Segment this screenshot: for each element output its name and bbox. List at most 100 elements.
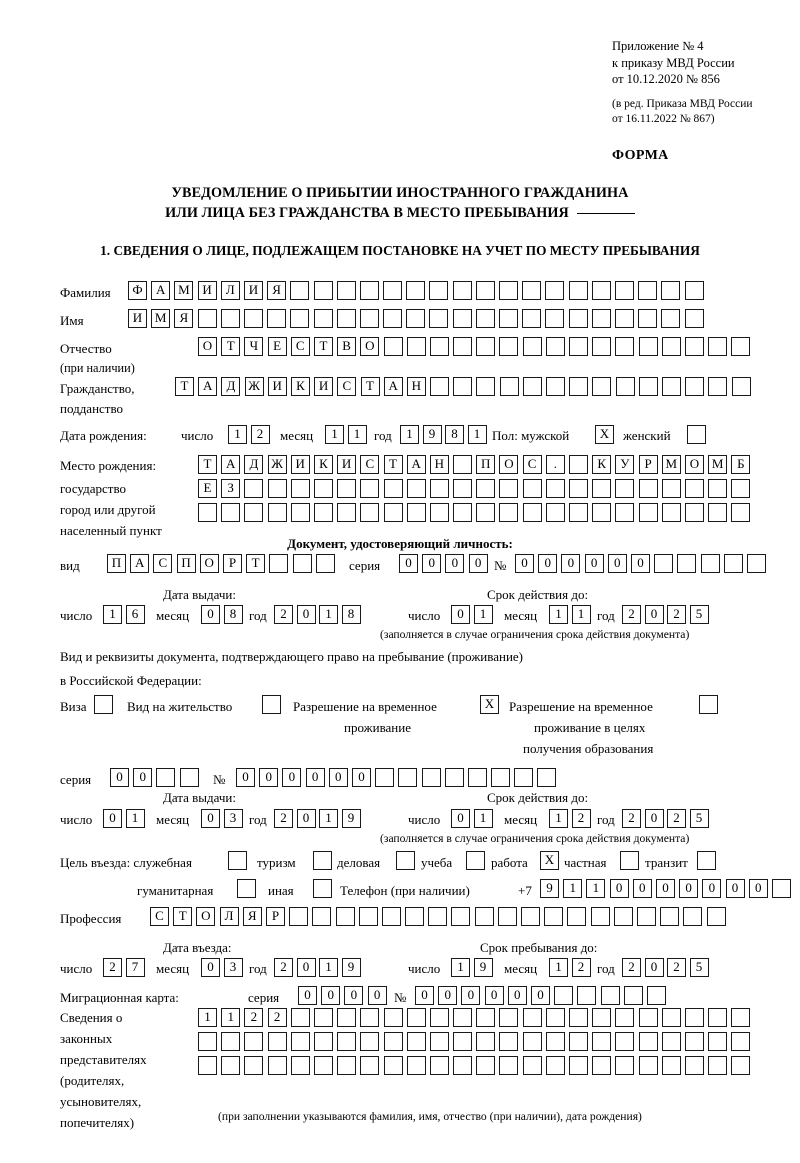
citizenship-cell-13[interactable] xyxy=(453,377,473,396)
purpose-business-checkbox[interactable] xyxy=(396,851,415,870)
surname-cell-2[interactable]: А xyxy=(151,281,171,300)
birthplace-row1-cell-8[interactable]: С xyxy=(360,455,380,474)
card-series-cell-3[interactable]: 0 xyxy=(344,986,364,1005)
permit-issue-day-cell-2[interactable]: 1 xyxy=(125,809,145,828)
stay-year-cell-4[interactable]: 5 xyxy=(689,958,709,977)
birthplace-row2-cell-19[interactable] xyxy=(615,479,635,498)
representatives-row3-cell-18[interactable] xyxy=(592,1056,612,1075)
document-kind-cell-1[interactable]: П xyxy=(107,554,126,573)
document-series-cell-4[interactable]: 0 xyxy=(468,554,488,573)
surname-cell-19[interactable] xyxy=(545,281,565,300)
doc-valid-day-cell-1[interactable]: 0 xyxy=(451,605,470,624)
sex-male-checkbox[interactable]: X xyxy=(595,425,614,444)
doc-issue-year-cell-3[interactable]: 1 xyxy=(319,605,338,624)
document-number-cell-5[interactable]: 0 xyxy=(607,554,627,573)
patronymic-cell-23[interactable] xyxy=(708,337,728,356)
birthplace-row2-cell-6[interactable] xyxy=(313,479,333,498)
patronymic-cell-19[interactable] xyxy=(615,337,635,356)
surname-cell-22[interactable] xyxy=(614,281,634,300)
birthplace-row2-cell-16[interactable] xyxy=(545,479,565,498)
surname-cell-25[interactable] xyxy=(684,281,704,300)
birthplace-row3-cell-7[interactable] xyxy=(337,503,357,522)
birthplace-row3-cell-22[interactable] xyxy=(684,503,704,522)
purpose-official-checkbox[interactable] xyxy=(228,851,247,870)
patronymic-cell-17[interactable] xyxy=(569,337,588,356)
representatives-row2-cell-7[interactable] xyxy=(337,1032,357,1051)
surname-cell-24[interactable] xyxy=(661,281,681,300)
birthplace-row2-cell-15[interactable] xyxy=(522,479,542,498)
representatives-row3-cell-19[interactable] xyxy=(615,1056,635,1075)
surname-cell-17[interactable] xyxy=(499,281,518,300)
birthplace-row1-cell-23[interactable]: М xyxy=(708,455,728,474)
firstname-cell-8[interactable] xyxy=(290,309,310,328)
purpose-humanitarian-checkbox[interactable] xyxy=(237,879,256,898)
representatives-row3-cell-7[interactable] xyxy=(337,1056,357,1075)
birthplace-row3-cell-1[interactable] xyxy=(198,503,217,522)
profession-cell-24[interactable] xyxy=(683,907,703,926)
profession-cell-17[interactable] xyxy=(521,907,540,926)
birthplace-row1-cell-22[interactable]: О xyxy=(684,455,704,474)
firstname-cell-21[interactable] xyxy=(591,309,611,328)
card-number-cell-5[interactable]: 0 xyxy=(507,986,527,1005)
doc-valid-year-cell-1[interactable]: 2 xyxy=(622,605,641,624)
birthplace-row2-cell-3[interactable] xyxy=(244,479,264,498)
surname-cell-4[interactable]: И xyxy=(197,281,217,300)
patronymic-cell-10[interactable] xyxy=(406,337,426,356)
surname-cell-7[interactable]: Я xyxy=(267,281,287,300)
permit-issue-day-cell-1[interactable]: 0 xyxy=(103,809,122,828)
profession-cell-14[interactable] xyxy=(451,907,471,926)
citizenship-cell-8[interactable]: С xyxy=(337,377,357,396)
representatives-row2-cell-14[interactable] xyxy=(499,1032,519,1051)
representatives-row3-cell-5[interactable] xyxy=(290,1056,310,1075)
document-kind-cell-10[interactable] xyxy=(315,554,335,573)
representatives-row3-cell-12[interactable] xyxy=(453,1056,473,1075)
birthplace-row1-cell-11[interactable]: Н xyxy=(429,455,449,474)
firstname-cell-1[interactable]: И xyxy=(128,309,147,328)
citizenship-cell-4[interactable]: Ж xyxy=(244,377,264,396)
representatives-row1-cell-24[interactable] xyxy=(731,1008,751,1027)
surname-cell-3[interactable]: М xyxy=(174,281,194,300)
birthplace-row2-cell-12[interactable] xyxy=(453,479,473,498)
document-kind-cell-3[interactable]: С xyxy=(153,554,173,573)
phone-cell-2[interactable]: 1 xyxy=(563,879,583,898)
profession-cell-8[interactable] xyxy=(312,907,332,926)
patronymic-cell-11[interactable] xyxy=(429,337,449,356)
patronymic-cell-18[interactable] xyxy=(592,337,612,356)
permit-number-cell-11[interactable] xyxy=(467,768,487,787)
permit-number-cell-6[interactable]: 0 xyxy=(351,768,371,787)
birthplace-row1-cell-7[interactable]: И xyxy=(337,455,357,474)
firstname-cell-25[interactable] xyxy=(684,309,704,328)
patronymic-cell-9[interactable] xyxy=(383,337,403,356)
firstname-cell-15[interactable] xyxy=(452,309,472,328)
profession-cell-7[interactable] xyxy=(289,907,309,926)
permit-issue-year-cell-1[interactable]: 2 xyxy=(274,809,293,828)
birthplace-row2-cell-24[interactable] xyxy=(731,479,751,498)
representatives-row2-cell-24[interactable] xyxy=(731,1032,751,1051)
representatives-row3-cell-24[interactable] xyxy=(731,1056,751,1075)
birthplace-row1-cell-14[interactable]: О xyxy=(499,455,519,474)
firstname-cell-24[interactable] xyxy=(661,309,681,328)
permit-valid-month-cell-1[interactable]: 1 xyxy=(549,809,568,828)
birthplace-row3-cell-18[interactable] xyxy=(592,503,612,522)
representatives-row1-cell-18[interactable] xyxy=(592,1008,612,1027)
representatives-row1-cell-8[interactable] xyxy=(360,1008,380,1027)
profession-cell-1[interactable]: С xyxy=(150,907,169,926)
permit-series-cell-3[interactable] xyxy=(156,768,176,787)
entry-day-cell-1[interactable]: 2 xyxy=(103,958,122,977)
visa-checkbox[interactable] xyxy=(94,695,113,714)
document-kind-cell-4[interactable]: П xyxy=(176,554,196,573)
document-kind-cell-7[interactable]: Т xyxy=(246,554,266,573)
entry-year-cell-2[interactable]: 0 xyxy=(296,958,316,977)
birthplace-row2-cell-13[interactable] xyxy=(476,479,496,498)
representatives-row1-cell-20[interactable] xyxy=(638,1008,658,1027)
card-series-cell-2[interactable]: 0 xyxy=(321,986,341,1005)
birthplace-row2-cell-23[interactable] xyxy=(708,479,728,498)
card-number-cell-2[interactable]: 0 xyxy=(438,986,458,1005)
representatives-row1-cell-15[interactable] xyxy=(522,1008,542,1027)
